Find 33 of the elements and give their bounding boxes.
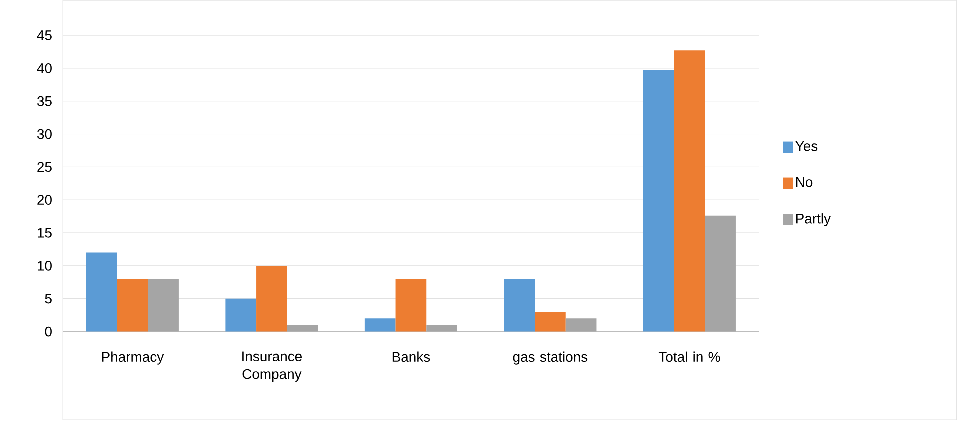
bar (148, 279, 179, 332)
x-tick-label: Insurance Company (242, 352, 302, 382)
bar (86, 252, 118, 332)
y-tick-label: 10 (38, 261, 52, 272)
x-tick-label: Pharmacy (102, 352, 164, 366)
x-tick-label: Banks (392, 352, 430, 362)
y-tick-label: 35 (37, 96, 52, 107)
y-tick-label: 5 (45, 294, 52, 304)
y-tick-label: 15 (38, 228, 52, 238)
bar (674, 50, 706, 332)
bar (256, 266, 288, 332)
y-tick-label: 25 (38, 162, 52, 172)
y-tick-label: 45 (37, 30, 52, 41)
legend-label: No (796, 178, 813, 188)
legend-label: Yes (796, 142, 818, 152)
bar (287, 325, 318, 332)
bar (117, 279, 148, 332)
bar (396, 279, 427, 332)
y-tick-label: 40 (37, 64, 52, 74)
bar (643, 70, 674, 332)
y-tick-label: 0 (45, 327, 52, 337)
y-tick-label: 20 (38, 195, 52, 206)
bar (426, 325, 458, 332)
y-tick-label: 30 (37, 130, 52, 140)
bar (364, 318, 396, 332)
bar (705, 216, 736, 332)
bar (566, 318, 597, 332)
bar (226, 299, 257, 332)
legend-label: Partly (796, 214, 832, 227)
bar (535, 312, 566, 332)
x-tick-label: gas stations (513, 352, 588, 366)
bar (504, 279, 536, 332)
x-tick-label: Total in % (658, 352, 720, 362)
